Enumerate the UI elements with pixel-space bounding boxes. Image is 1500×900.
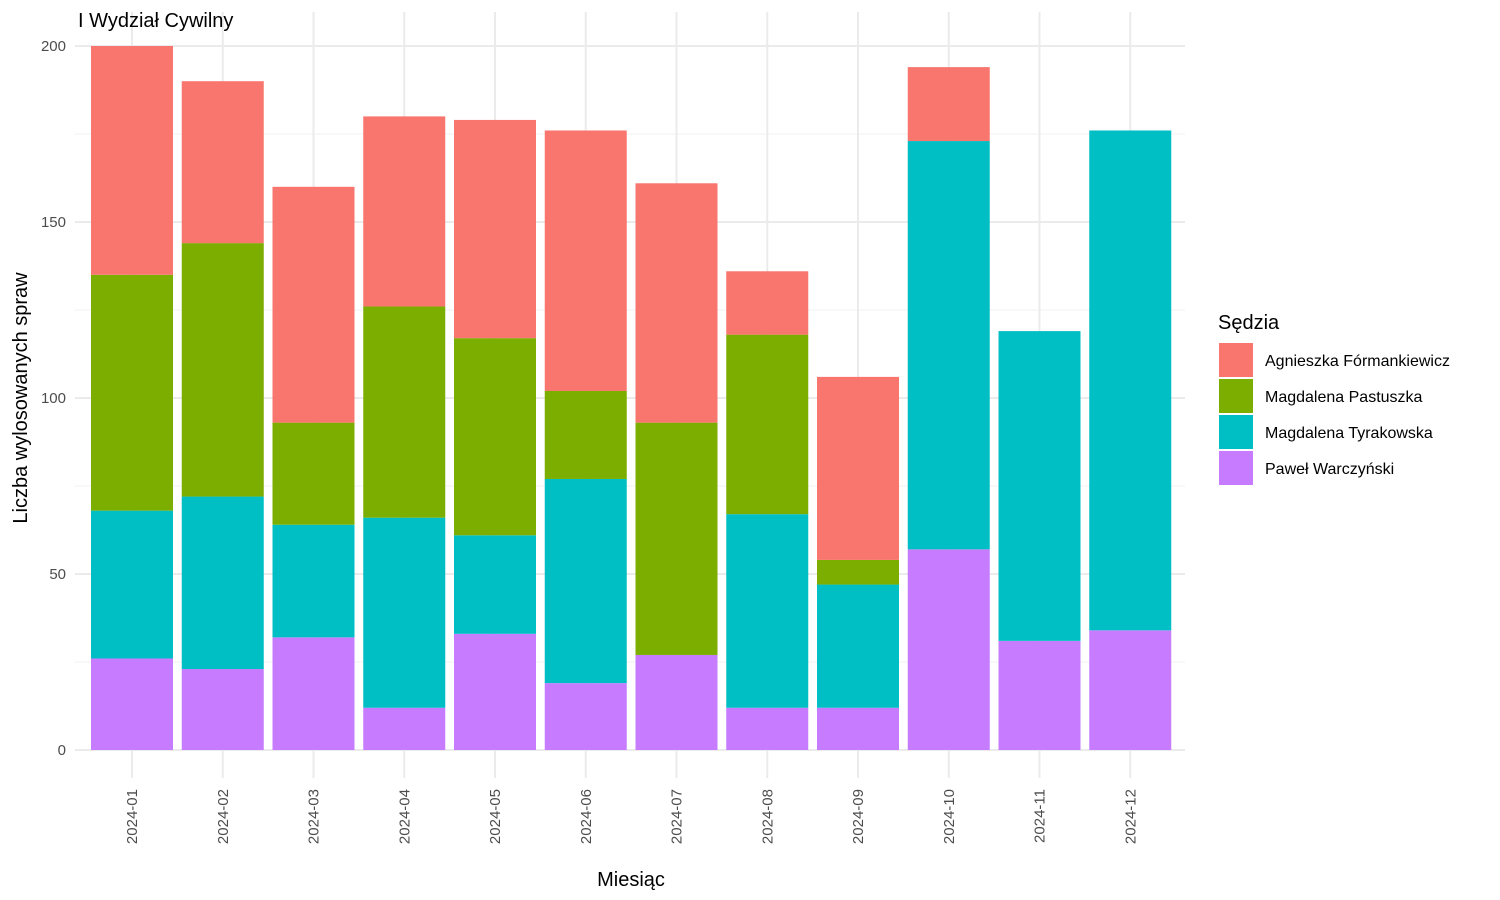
legend: Sędzia Agnieszka Fórmankiewicz Magdalena …	[1218, 312, 1450, 485]
bar-segment	[817, 584, 899, 708]
x-tick-label: 2024-01	[124, 789, 141, 844]
axis-layer: 0 50 100 150 200 2024-01 2024-02 2024-03 2024-04…	[41, 38, 1139, 844]
legend-label: Magdalena Tyrakowska	[1265, 425, 1433, 442]
bar-segment	[91, 274, 173, 511]
bar-segment	[363, 707, 446, 750]
bar-segment	[1089, 630, 1172, 750]
bar-segment	[726, 707, 809, 750]
bar-segment	[272, 524, 355, 638]
x-tick-label: 2024-09	[850, 789, 867, 844]
bar-segment	[181, 81, 264, 244]
bar-segment	[635, 422, 718, 655]
y-tick-label: 100	[41, 390, 66, 407]
bar-segment	[272, 637, 355, 750]
bar-segment	[181, 496, 264, 670]
legend-label: Agnieszka Fórmankiewicz	[1265, 353, 1450, 370]
bar-segment	[817, 707, 899, 750]
bar-segment	[726, 271, 809, 335]
y-tick-label: 0	[58, 742, 66, 759]
bar-segment	[817, 376, 899, 560]
bar-segment	[998, 640, 1081, 750]
bar-segment	[1089, 130, 1172, 631]
chart-title: I Wydział Cywilny	[78, 10, 233, 32]
bar-segment	[907, 67, 990, 142]
legend-label: Paweł Warczyński	[1265, 461, 1394, 478]
bar-segment	[998, 331, 1081, 641]
bar-segment	[544, 478, 627, 684]
legend-swatch	[1219, 451, 1253, 485]
legend-swatch	[1219, 343, 1253, 377]
x-tick-label: 2024-12	[1122, 789, 1139, 844]
bar-segment	[907, 549, 990, 750]
y-tick-label: 50	[49, 566, 66, 583]
x-tick-label: 2024-02	[215, 789, 232, 844]
legend-title: Sędzia	[1218, 312, 1280, 334]
x-tick-label: 2024-04	[396, 789, 413, 844]
bar-segment	[363, 517, 446, 708]
x-tick-label: 2024-08	[759, 789, 776, 844]
bar-segment	[454, 535, 536, 634]
x-axis-title: Miesiąc	[597, 869, 665, 891]
bar-segment	[91, 510, 173, 659]
x-tick-label: 2024-10	[941, 789, 958, 844]
bar-segment	[91, 658, 173, 750]
bar-segment	[635, 183, 718, 423]
y-tick-label: 150	[41, 214, 66, 231]
bar-segment	[91, 46, 173, 275]
legend-label: Magdalena Pastuszka	[1265, 389, 1423, 406]
bar-segment	[454, 633, 536, 750]
bar-segment	[363, 306, 446, 518]
bar-segment	[817, 559, 899, 585]
bar-segment	[544, 683, 627, 750]
bar-segment	[635, 654, 718, 750]
x-tick-label: 2024-06	[578, 789, 595, 844]
y-axis-title: Liczba wylosowanych spraw	[10, 272, 32, 524]
x-tick-label: 2024-11	[1032, 789, 1049, 843]
bar-segment	[726, 514, 809, 708]
bar-segment	[454, 338, 536, 536]
bar-segment	[726, 334, 809, 515]
x-tick-label: 2024-05	[487, 789, 504, 844]
legend-swatch	[1219, 415, 1253, 449]
bar-segment	[272, 422, 355, 525]
bar-segment	[544, 130, 627, 391]
bar-segment	[272, 186, 355, 423]
legend-swatch	[1219, 379, 1253, 413]
x-tick-label: 2024-03	[306, 789, 323, 844]
bar-segment	[181, 243, 264, 497]
y-tick-label: 200	[41, 38, 66, 55]
bar-segment	[907, 141, 990, 550]
bars-layer	[91, 46, 1172, 750]
bar-segment	[454, 119, 536, 339]
x-tick-label: 2024-07	[669, 789, 686, 844]
bar-segment	[181, 669, 264, 750]
bar-segment	[544, 390, 627, 479]
bar-segment	[363, 116, 446, 307]
